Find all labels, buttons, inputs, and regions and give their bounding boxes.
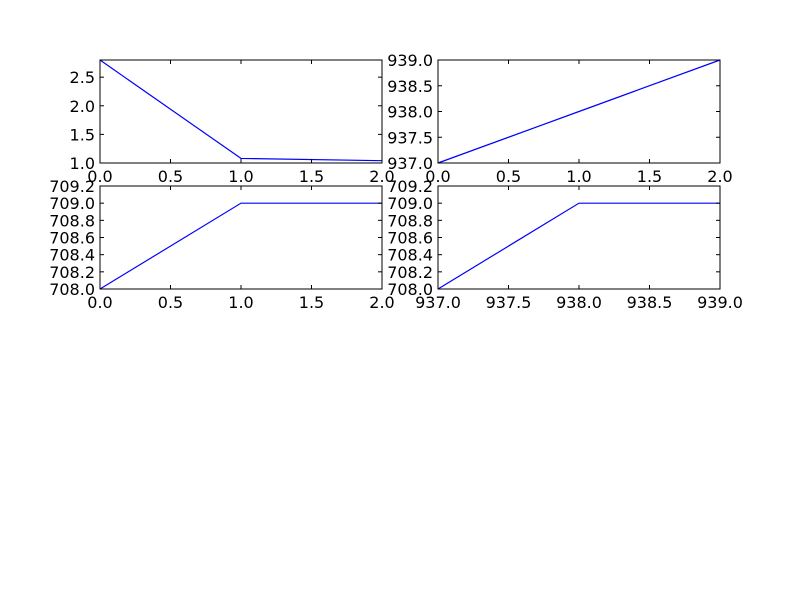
y-tick-label: 709.0 (387, 194, 433, 213)
x-tick-label: 1.0 (228, 167, 253, 186)
series-line-1 (99, 202, 382, 290)
x-tick-label: 2.0 (369, 293, 394, 312)
y-tick-label: 938.0 (387, 103, 433, 122)
y-tick-label: 2.0 (70, 97, 95, 116)
x-tick-label: 937.0 (415, 293, 461, 312)
y-tick-label: 708.6 (387, 229, 433, 248)
subplot-2: 0.0 0.5 1.0 1.5 2.0 937.0 937.5 938.0 938.5 939.0 (387, 51, 733, 186)
x-tick-label: 939.0 (697, 293, 743, 312)
y-tick-label: 708.4 (49, 246, 95, 265)
y-tick-label: 709.0 (49, 194, 95, 213)
x-tick-label: 0.0 (87, 167, 112, 186)
subplot-3: 0.0 0.5 1.0 1.5 2.0 708.0708.2708.4708.6708.8… (49, 177, 395, 312)
y-tick-label: 937.5 (387, 128, 433, 147)
y-tick-label: 937.0 (387, 154, 433, 173)
y-tick-label: 1.5 (70, 125, 95, 144)
x-tick-label: 1.0 (566, 167, 591, 186)
y-tick-label: 708.8 (387, 211, 433, 230)
x-tick-label: 938.5 (627, 293, 673, 312)
y-tick-label: 709.2 (49, 177, 95, 196)
series-line-1 (99, 59, 383, 162)
x-tick-label: 937.5 (486, 293, 532, 312)
y-tick-label: 939.0 (387, 51, 433, 70)
y-tick-label: 708.2 (387, 263, 433, 282)
x-tick-label: 2.0 (707, 167, 732, 186)
x-tick-label: 0.0 (425, 167, 450, 186)
x-tick-label: 0.5 (158, 167, 183, 186)
x-tick-label: 1.0 (228, 293, 253, 312)
y-tick-label: 708.0 (387, 280, 433, 299)
x-tick-label: 1.5 (299, 167, 324, 186)
x-tick-label: 938.0 (556, 293, 602, 312)
x-tick-label: 0.0 (87, 293, 112, 312)
y-tick-label: 708.4 (387, 246, 433, 265)
x-tick-label: 1.5 (299, 293, 324, 312)
y-tick-label: 708.2 (49, 263, 95, 282)
y-tick-label: 708.8 (49, 211, 95, 230)
y-tick-label: 708.0 (49, 280, 95, 299)
x-tick-label: 0.5 (496, 167, 521, 186)
series-line-1 (437, 202, 720, 290)
y-tick-label: 1.0 (70, 154, 95, 173)
y-tick-label: 2.5 (70, 68, 95, 87)
y-tick-label: 708.6 (49, 229, 95, 248)
subplot-1: 0.0 0.5 1.0 1.5 2.0 1.0 1.5 2.0 2.5 (70, 59, 395, 186)
y-tick-label: 938.5 (387, 77, 433, 96)
series-line-1 (437, 59, 721, 164)
x-tick-label: 1.5 (637, 167, 662, 186)
x-tick-label: 0.5 (158, 293, 183, 312)
x-tick-label: 2.0 (369, 167, 394, 186)
subplot-4: 937.0 937.5 938.0 938.5 939.0 708.0708.2708.4… (387, 177, 743, 312)
y-tick-label: 709.2 (387, 177, 433, 196)
